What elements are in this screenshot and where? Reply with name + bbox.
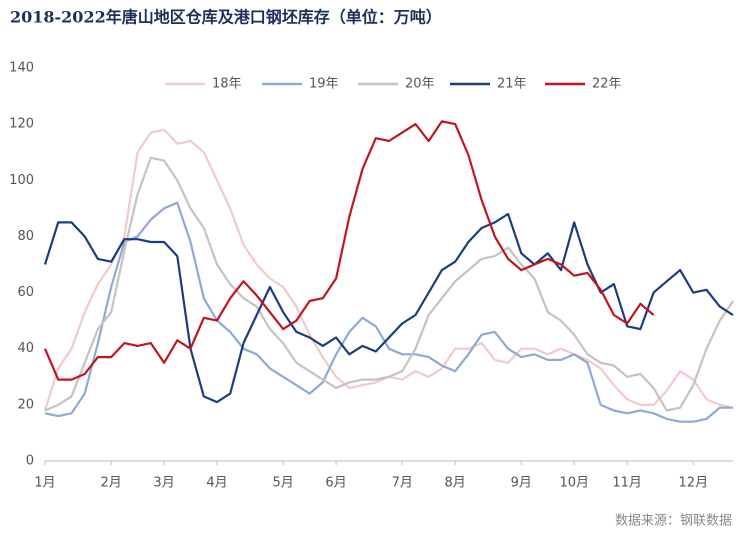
y-tick-label: 40 [17,341,34,356]
y-tick-label: 0 [26,454,34,469]
x-tick-label: 12月 [679,476,709,491]
y-tick-label: 120 [9,117,34,132]
series-line [43,128,734,411]
x-tick-label: 4月 [206,476,227,491]
x-tick-label: 9月 [511,476,532,491]
y-tick-label: 20 [17,397,34,412]
legend-label: 22年 [592,77,622,92]
x-tick-label: 7月 [392,476,413,491]
x-tick-label: 6月 [325,476,346,491]
y-tick-label: 100 [9,173,34,188]
x-tick-label: 8月 [445,476,466,491]
y-tick-label: 80 [17,229,34,244]
series-line [43,212,734,404]
series-line [44,156,734,412]
x-tick-label: 11月 [612,476,642,491]
x-tick-label: 3月 [153,476,174,491]
x-tick-label: 10月 [559,476,589,491]
legend-label: 20年 [405,77,435,92]
series-line [43,120,655,381]
source-note: 数据来源：钢联数据 [615,514,732,529]
x-tick-label: 1月 [34,476,55,491]
legend-label: 21年 [497,77,527,92]
legend-label: 19年 [309,77,339,92]
series-line [44,201,733,423]
y-tick-label: 140 [9,61,34,76]
x-tick-label: 5月 [273,476,294,491]
chart-title: 2018-2022年唐山地区仓库及港口钢坯库存（单位：万吨） [10,8,442,27]
legend-label: 18年 [212,77,242,92]
x-tick-label: 2月 [101,476,122,491]
y-tick-label: 60 [17,285,34,300]
